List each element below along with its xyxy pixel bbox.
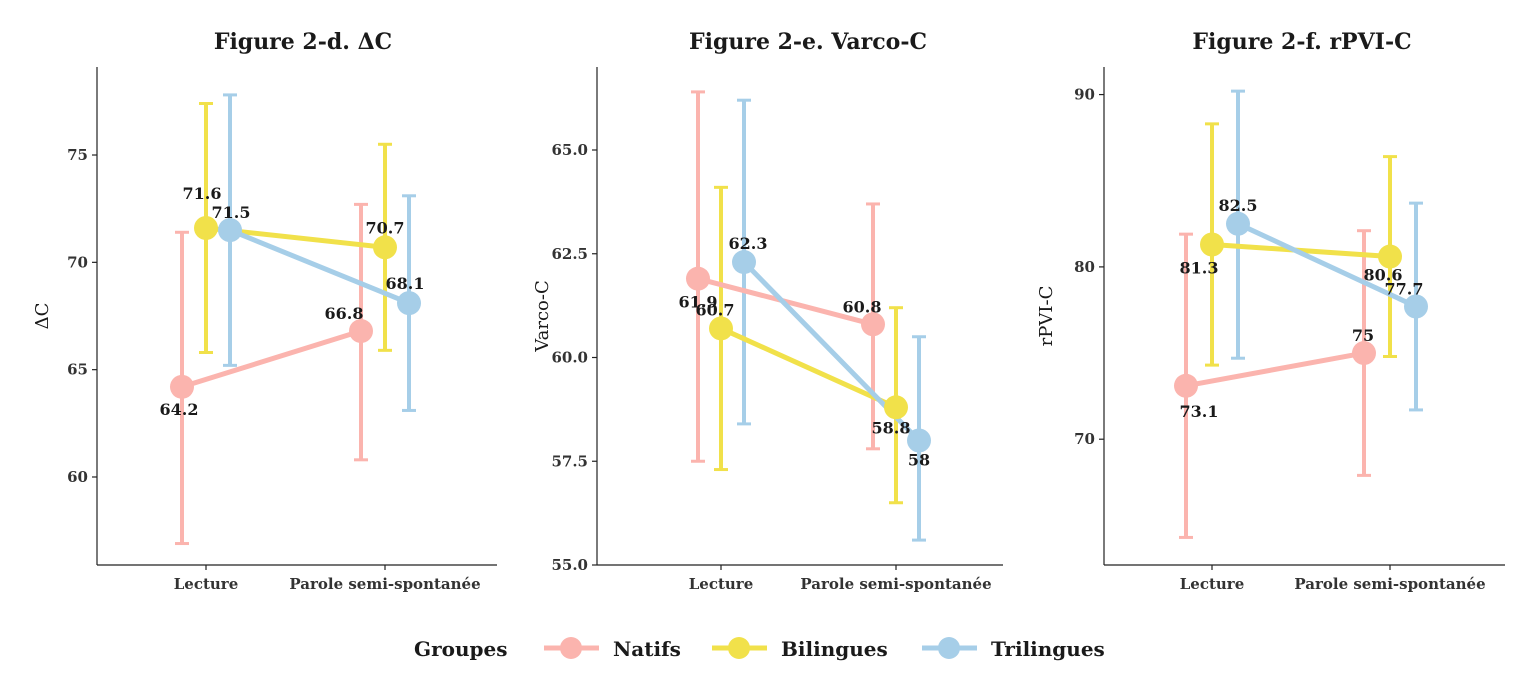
y-tick-label: 70 [67,253,88,271]
y-tick-label: 80 [1074,258,1095,276]
legend-key-point [560,637,582,659]
data-label: 61.9 [679,293,718,312]
chart-title: Figure 2-d. ΔC [214,29,392,55]
y-axis-title: ΔC [32,303,53,330]
data-point-trilingues [907,428,931,453]
data-label: 62.3 [729,234,768,253]
chart-panel-1: Figure 2-d. ΔC 60 65 70 75 Lecture Parole semi… [32,29,497,593]
x-tick-label: Lecture [174,575,239,593]
x-tick-label: Parole semi-spontanée [1294,575,1485,593]
y-tick-label: 65 [67,361,88,379]
data-label: 80.6 [1364,266,1403,285]
legend-item-label: Bilingues [781,637,888,661]
legend-item-label: Trilingues [991,637,1105,661]
data-label: 73.1 [1180,402,1219,421]
data-point-trilingues [1404,294,1428,319]
data-label: 70.7 [366,218,405,237]
data-point-trilingues [1226,211,1250,236]
data-label: 58 [908,451,930,470]
y-tick-label: 75 [67,146,88,164]
legend: Groupes Natifs Bilingues Trilingues [414,637,1105,661]
legend-key-point [938,637,960,659]
data-point-natifs [349,319,373,344]
data-label: 71.5 [212,203,251,222]
x-tick-label: Lecture [1180,575,1245,593]
y-axis-title: Varco-C [532,280,553,352]
data-label: 64.2 [160,400,199,419]
data-point-natifs [861,312,885,337]
chart-panel-2: Figure 2-e. Varco-C 55.0 57.5 60.0 62.5 65.0 L… [532,29,1003,593]
y-tick-label: 57.5 [551,452,588,470]
series-line-trilingues [1235,221,1419,310]
data-point-trilingues [218,218,242,243]
data-point-natifs [1352,341,1376,366]
data-point-trilingues [397,291,421,316]
series-line-natifs [1183,350,1367,389]
y-axis-title: rPVI-C [1036,286,1057,347]
data-label: 66.8 [325,304,364,323]
data-label: 60.8 [843,297,882,316]
data-point-trilingues [732,250,756,275]
data-label: 68.1 [386,274,425,293]
data-point-bilingues [1200,232,1224,257]
data-point-bilingues [194,215,218,240]
data-point-natifs [1174,373,1198,398]
y-tick-label: 70 [1074,430,1095,448]
data-point-natifs [686,266,710,291]
data-point-natifs [170,374,194,399]
y-tick-label: 62.5 [551,245,588,263]
series-line-trilingues [227,227,412,306]
x-tick-label: Parole semi-spontanée [289,575,480,593]
chart-title: Figure 2-e. Varco-C [689,29,927,55]
data-label: 77.7 [1385,280,1424,299]
series-line-bilingues [718,325,899,410]
y-tick-label: 55.0 [551,556,588,574]
chart-title: Figure 2-f. rPVI-C [1192,29,1411,55]
x-tick-label: Parole semi-spontanée [800,575,991,593]
y-tick-label: 90 [1074,86,1095,104]
data-label: 75 [1352,326,1374,345]
x-tick-label: Lecture [689,575,754,593]
legend-key-point [728,637,750,659]
y-tick-label: 65.0 [551,141,588,159]
data-point-bilingues [1378,244,1402,269]
data-label: 81.3 [1180,258,1219,277]
data-point-bilingues [884,395,908,420]
data-label: 58.8 [872,418,911,437]
y-tick-label: 60.0 [551,349,588,367]
data-label: 60.7 [696,300,735,319]
legend-item-label: Natifs [613,637,681,661]
data-label: 82.5 [1219,196,1258,215]
legend-title: Groupes [414,637,507,661]
series-line-natifs [179,328,364,390]
y-tick-label: 60 [67,468,88,486]
chart-panel-3: Figure 2-f. rPVI-C 70 80 90 Lecture Parole se… [1036,29,1505,593]
data-label: 71.6 [183,184,222,203]
data-point-bilingues [709,316,733,341]
data-point-bilingues [373,235,397,260]
